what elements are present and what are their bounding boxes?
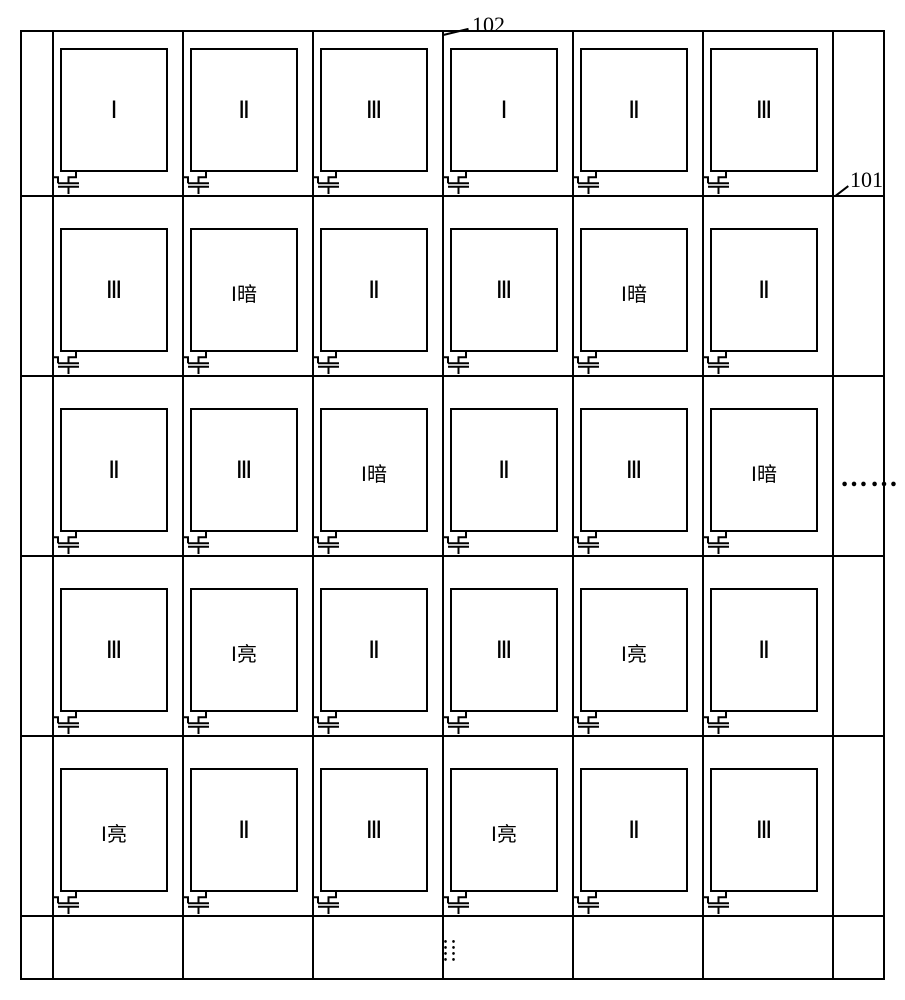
pixel-label: Ⅰ <box>450 96 558 125</box>
tft-icon <box>182 710 212 734</box>
tft-icon <box>702 710 732 734</box>
pixel-label: Ⅰ暗 <box>580 278 688 307</box>
tft-icon <box>52 170 82 194</box>
pixel-label: Ⅱ <box>190 96 298 125</box>
tft-icon <box>312 170 342 194</box>
pixel-label: Ⅲ <box>320 96 428 125</box>
pixel-label: Ⅲ <box>60 636 168 665</box>
tft-icon <box>442 530 472 554</box>
ellipsis-bottom: • •• •• •• • <box>440 940 460 964</box>
gate-line <box>20 735 885 737</box>
tft-icon <box>182 530 212 554</box>
tft-icon <box>52 710 82 734</box>
tft-icon <box>442 170 472 194</box>
pixel-label: Ⅰ <box>60 96 168 125</box>
gate-line <box>20 375 885 377</box>
callout-label-102: 102 <box>472 12 505 38</box>
pixel-label: Ⅲ <box>450 636 558 665</box>
diagram-canvas: ⅠⅡⅢⅠⅡⅢⅢⅠ暗ⅡⅢⅠ暗ⅡⅡⅢⅠ暗ⅡⅢⅠ暗ⅢⅠ亮ⅡⅢⅠ亮ⅡⅠ亮ⅡⅢⅠ亮ⅡⅢ10… <box>0 0 905 1000</box>
pixel-label: Ⅲ <box>320 816 428 845</box>
gate-line <box>20 915 885 917</box>
tft-icon <box>312 530 342 554</box>
pixel-label: Ⅰ暗 <box>320 458 428 487</box>
callout-label-101: 101 <box>850 167 883 193</box>
data-line <box>832 30 834 980</box>
tft-icon <box>702 170 732 194</box>
pixel-label: Ⅰ亮 <box>60 818 168 847</box>
gate-line <box>20 195 885 197</box>
tft-icon <box>312 350 342 374</box>
tft-icon <box>442 890 472 914</box>
pixel-label: Ⅰ暗 <box>710 458 818 487</box>
pixel-label: Ⅰ亮 <box>190 638 298 667</box>
pixel-label: Ⅱ <box>710 636 818 665</box>
tft-icon <box>702 530 732 554</box>
pixel-label: Ⅱ <box>580 96 688 125</box>
pixel-label: Ⅲ <box>190 456 298 485</box>
tft-icon <box>442 350 472 374</box>
pixel-label: Ⅲ <box>710 96 818 125</box>
tft-icon <box>572 170 602 194</box>
tft-icon <box>182 890 212 914</box>
pixel-label: Ⅲ <box>450 276 558 305</box>
ellipsis-right: …… <box>840 462 900 494</box>
tft-icon <box>572 890 602 914</box>
pixel-label: Ⅲ <box>580 456 688 485</box>
tft-icon <box>182 350 212 374</box>
pixel-label: Ⅱ <box>190 816 298 845</box>
pixel-label: Ⅱ <box>450 456 558 485</box>
tft-icon <box>572 530 602 554</box>
pixel-label: Ⅲ <box>60 276 168 305</box>
pixel-label: Ⅱ <box>580 816 688 845</box>
pixel-label: Ⅱ <box>710 276 818 305</box>
tft-icon <box>572 350 602 374</box>
tft-icon <box>52 350 82 374</box>
tft-icon <box>182 170 212 194</box>
tft-icon <box>312 890 342 914</box>
tft-icon <box>702 890 732 914</box>
tft-icon <box>442 710 472 734</box>
pixel-label: Ⅲ <box>710 816 818 845</box>
tft-icon <box>52 890 82 914</box>
pixel-label: Ⅱ <box>320 636 428 665</box>
gate-line <box>20 555 885 557</box>
pixel-label: Ⅱ <box>60 456 168 485</box>
tft-icon <box>572 710 602 734</box>
tft-icon <box>52 530 82 554</box>
pixel-label: Ⅰ亮 <box>450 818 558 847</box>
pixel-label: Ⅰ暗 <box>190 278 298 307</box>
tft-icon <box>312 710 342 734</box>
pixel-label: Ⅰ亮 <box>580 638 688 667</box>
tft-icon <box>702 350 732 374</box>
pixel-label: Ⅱ <box>320 276 428 305</box>
